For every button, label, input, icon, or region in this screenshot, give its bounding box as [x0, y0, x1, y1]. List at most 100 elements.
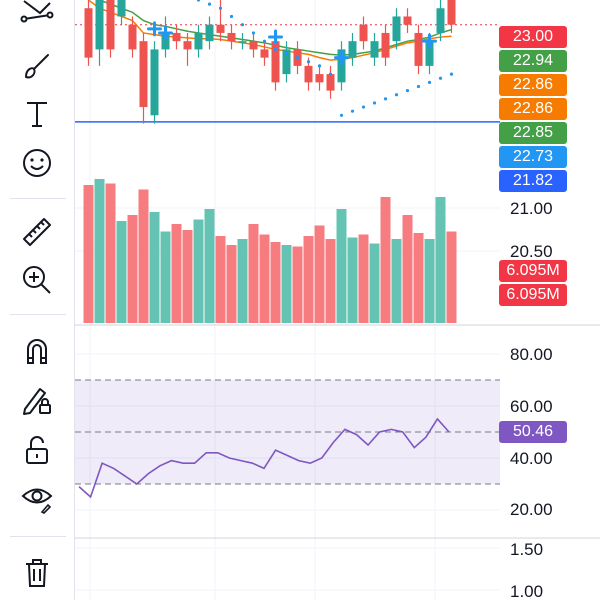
- price-chart[interactable]: [75, 0, 600, 600]
- brush-icon[interactable]: [0, 44, 74, 88]
- volume-pane: [83, 179, 457, 323]
- volume-bar: [138, 189, 149, 323]
- hide-drawings-icon[interactable]: [0, 476, 74, 520]
- candle-body: [139, 41, 148, 108]
- candle-body: [425, 41, 434, 66]
- volume-bar: [116, 221, 127, 323]
- volume-bar: [83, 185, 94, 323]
- candle-body: [447, 0, 456, 25]
- candle-body: [370, 41, 379, 58]
- sar-dot: [416, 84, 421, 89]
- text-tool-icon[interactable]: [0, 92, 74, 136]
- price-axis-label: 20.50: [510, 242, 553, 261]
- rsi-axis-label: 80.00: [510, 345, 553, 364]
- volume-bar: [215, 236, 226, 323]
- emoji-icon[interactable]: [0, 141, 74, 185]
- volume-bar: [105, 183, 116, 323]
- toolbar-separator: [10, 198, 66, 199]
- rsi-line: [78, 417, 450, 499]
- sar-dot: [361, 105, 366, 109]
- sar-dot: [427, 80, 432, 84]
- price-tag-support: 21.82: [499, 170, 567, 192]
- magnet-icon[interactable]: [0, 328, 74, 372]
- candle-body: [348, 41, 357, 58]
- signal-marker: [158, 25, 173, 41]
- lock-drawings-icon[interactable]: [0, 378, 74, 422]
- zoom-in-icon[interactable]: [0, 258, 74, 302]
- sar-dot: [229, 14, 234, 19]
- sar-dot: [383, 97, 388, 101]
- volume-bar: [446, 231, 457, 323]
- volume-bar: [424, 239, 435, 323]
- volume-tag: 6.095M: [499, 260, 567, 282]
- price-tag-ma-fast: 22.86: [499, 98, 567, 120]
- trash-icon[interactable]: [0, 550, 74, 594]
- unlock-icon[interactable]: [0, 428, 74, 472]
- rsi-pane: [75, 379, 500, 499]
- volume-bar: [435, 197, 446, 323]
- candle-body: [84, 8, 93, 58]
- price-tag-ma-slow: 22.94: [499, 50, 567, 72]
- volume-tag: 6.095M: [499, 284, 567, 306]
- volume-bar: [259, 234, 270, 323]
- trend-lines-icon[interactable]: [0, 0, 74, 36]
- lower-axis-label: 1.00: [510, 582, 544, 601]
- signal-marker: [422, 33, 437, 49]
- volume-bar: [127, 215, 138, 323]
- candle-body: [249, 41, 258, 50]
- candle-body: [359, 24, 368, 42]
- candle-body: [304, 65, 313, 83]
- sar-dot: [350, 109, 355, 113]
- ma-fast-line: [88, 0, 452, 61]
- candle-body: [161, 32, 170, 50]
- sar-dot: [218, 6, 223, 10]
- volume-bar: [336, 209, 347, 323]
- toolbar-separator: [10, 536, 66, 537]
- candle-body: [414, 32, 423, 66]
- sar-dot: [251, 31, 256, 35]
- volume-bar: [314, 225, 325, 323]
- sar-dot: [372, 101, 377, 105]
- candle-body: [117, 0, 126, 17]
- signal-marker: [147, 21, 162, 37]
- sar-dot: [405, 88, 410, 93]
- sar-dot: [306, 60, 311, 64]
- sar-dot: [284, 51, 289, 56]
- sar-dot: [328, 72, 333, 76]
- sar-dot: [449, 72, 454, 76]
- candle-body: [106, 0, 115, 50]
- volume-bar: [413, 233, 424, 323]
- sar-dot: [273, 47, 278, 52]
- candle-body: [205, 24, 214, 42]
- price-tag-ma-fast: 22.86: [499, 74, 567, 96]
- candle-body: [326, 74, 335, 91]
- candle-body: [315, 74, 324, 83]
- rsi-axis-label: 20.00: [510, 500, 553, 519]
- candle-body: [337, 49, 346, 83]
- sar-dot: [295, 56, 300, 60]
- sar-dot: [394, 93, 399, 97]
- sar-dot: [438, 76, 443, 80]
- price-pane: [75, 0, 500, 124]
- volume-bar: [270, 242, 281, 323]
- candle-body: [282, 49, 291, 75]
- candle-body: [194, 32, 203, 50]
- volume-bar: [94, 179, 105, 323]
- volume-bar: [303, 236, 314, 323]
- rsi-value-tag: 50.46: [499, 421, 567, 443]
- signal-marker: [334, 50, 349, 66]
- rsi-axis-label: 40.00: [510, 449, 553, 468]
- ruler-icon[interactable]: [0, 210, 74, 254]
- sar-dot: [196, 0, 201, 2]
- lower-axis-label: 1.50: [510, 540, 544, 559]
- price-axis-label: 21.00: [510, 199, 553, 218]
- sar-dot: [317, 64, 322, 68]
- candle-body: [95, 0, 104, 50]
- candle-body: [381, 32, 390, 58]
- volume-bar: [182, 230, 193, 323]
- volume-bar: [171, 224, 182, 323]
- volume-bar: [292, 246, 303, 323]
- volume-bar: [380, 197, 391, 323]
- toolbar-separator: [10, 314, 66, 315]
- volume-bar: [248, 224, 259, 323]
